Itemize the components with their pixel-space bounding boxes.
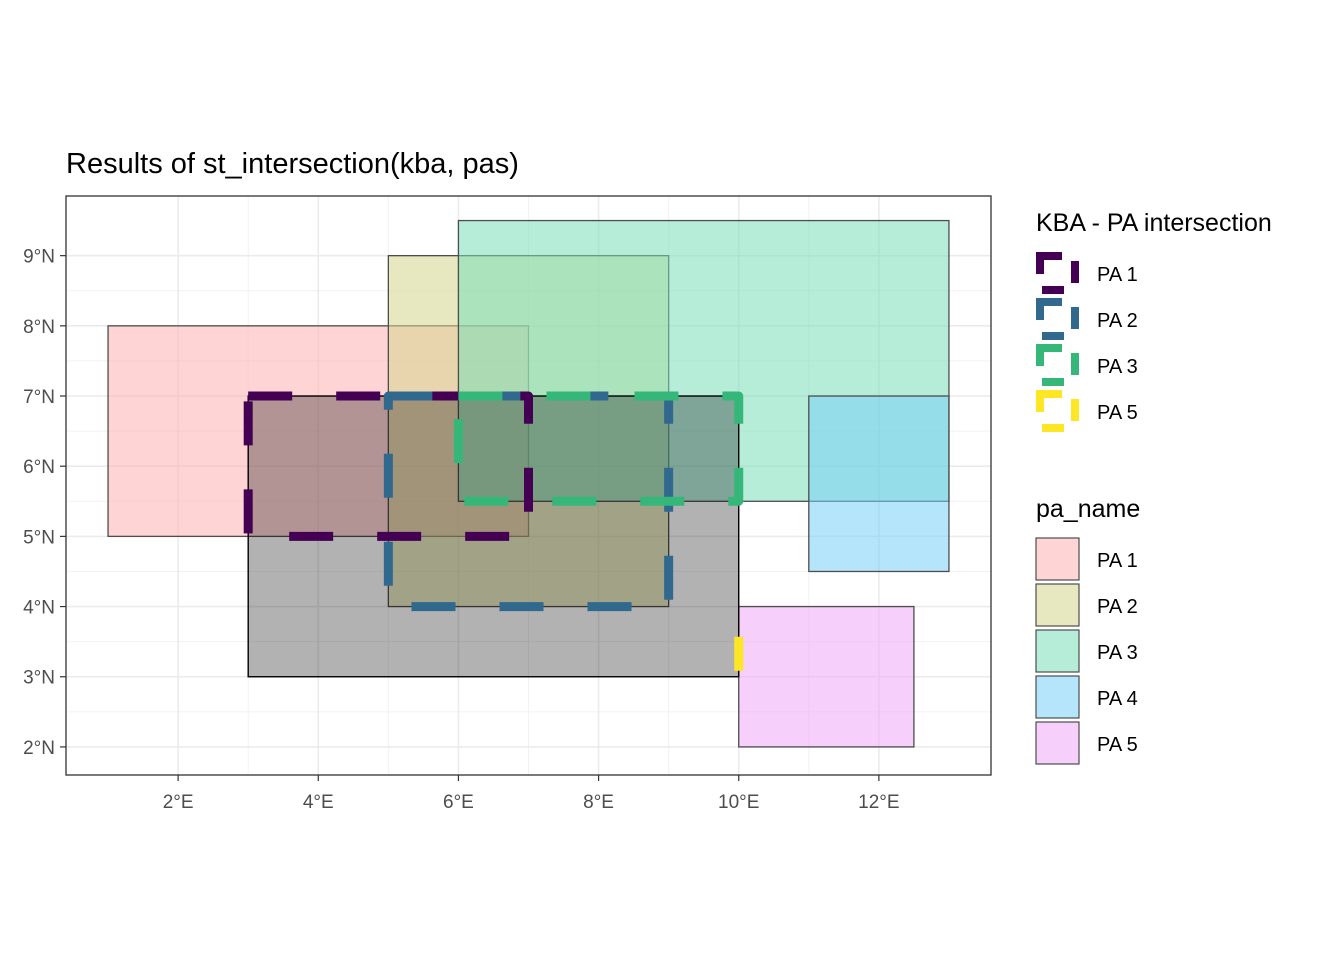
- legend-key-pa-1: [1035, 537, 1080, 581]
- legend-pa-name: pa_name PA 1 PA 2 PA 3 PA 4 PA 5: [1035, 495, 1140, 765]
- legend-key-pa-5: [1036, 390, 1079, 432]
- protected-area-layer: [107, 219, 950, 748]
- legend-label-pa-5: PA 5: [1097, 402, 1138, 424]
- legend-label-pa-2: PA 2: [1097, 310, 1138, 332]
- y-tick-label: 5°N: [23, 527, 55, 548]
- panel-border: [65, 195, 992, 776]
- legend-kba-pa-intersection: KBA - PA intersection PA 1 PA 2 PA 3 PA 5: [1036, 209, 1272, 432]
- legend-key-pa-5: [1035, 721, 1080, 765]
- legend-key-pa-2: [1036, 298, 1079, 340]
- pa-polygon-pa-4: [808, 395, 950, 573]
- x-tick-label: 12°E: [858, 792, 899, 813]
- legend-key-pa-2: [1035, 583, 1080, 627]
- legend-label-pa-5: PA 5: [1097, 734, 1138, 756]
- y-tick-label: 2°N: [23, 738, 55, 759]
- legend-key-pa-1: [1036, 252, 1079, 294]
- legend-label-pa-1: PA 1: [1097, 264, 1138, 286]
- x-tick-label: 2°E: [163, 792, 194, 813]
- pa-polygon-pa-5: [738, 605, 915, 748]
- intersection-outline-pa-1: [243, 391, 534, 541]
- legend-label-pa-1: PA 1: [1097, 550, 1138, 572]
- legend-key-pa-3: [1036, 344, 1079, 386]
- x-tick-label: 6°E: [443, 792, 474, 813]
- legend-key-pa-3: [1035, 629, 1080, 673]
- legend-title: KBA - PA intersection: [1036, 209, 1272, 237]
- legend-title: pa_name: [1036, 495, 1140, 523]
- y-tick-label: 8°N: [23, 317, 55, 338]
- intersection-outline-pa-3: [453, 391, 744, 506]
- intersection-layer: [243, 391, 744, 677]
- axis-layer: 2°E 4°E 6°E 8°E 10°E 12°E 2°N 3°N 4°N 5°N 6°N 7°N 8°…: [23, 247, 899, 813]
- legend-label-pa-2: PA 2: [1097, 596, 1138, 618]
- chart-title: Results of st_intersection(kba, pas): [66, 148, 519, 180]
- y-tick-label: 3°N: [23, 668, 55, 689]
- legend-label-pa-3: PA 3: [1097, 642, 1138, 664]
- x-tick-label: 10°E: [718, 792, 759, 813]
- y-tick-label: 6°N: [23, 457, 55, 478]
- y-tick-label: 4°N: [23, 598, 55, 619]
- x-tick-label: 8°E: [583, 792, 614, 813]
- y-tick-label: 9°N: [23, 247, 55, 268]
- legend-key-pa-4: [1035, 675, 1080, 719]
- legend-label-pa-4: PA 4: [1097, 688, 1138, 710]
- x-tick-label: 4°E: [303, 792, 334, 813]
- y-tick-label: 7°N: [23, 387, 55, 408]
- legend-label-pa-3: PA 3: [1097, 356, 1138, 378]
